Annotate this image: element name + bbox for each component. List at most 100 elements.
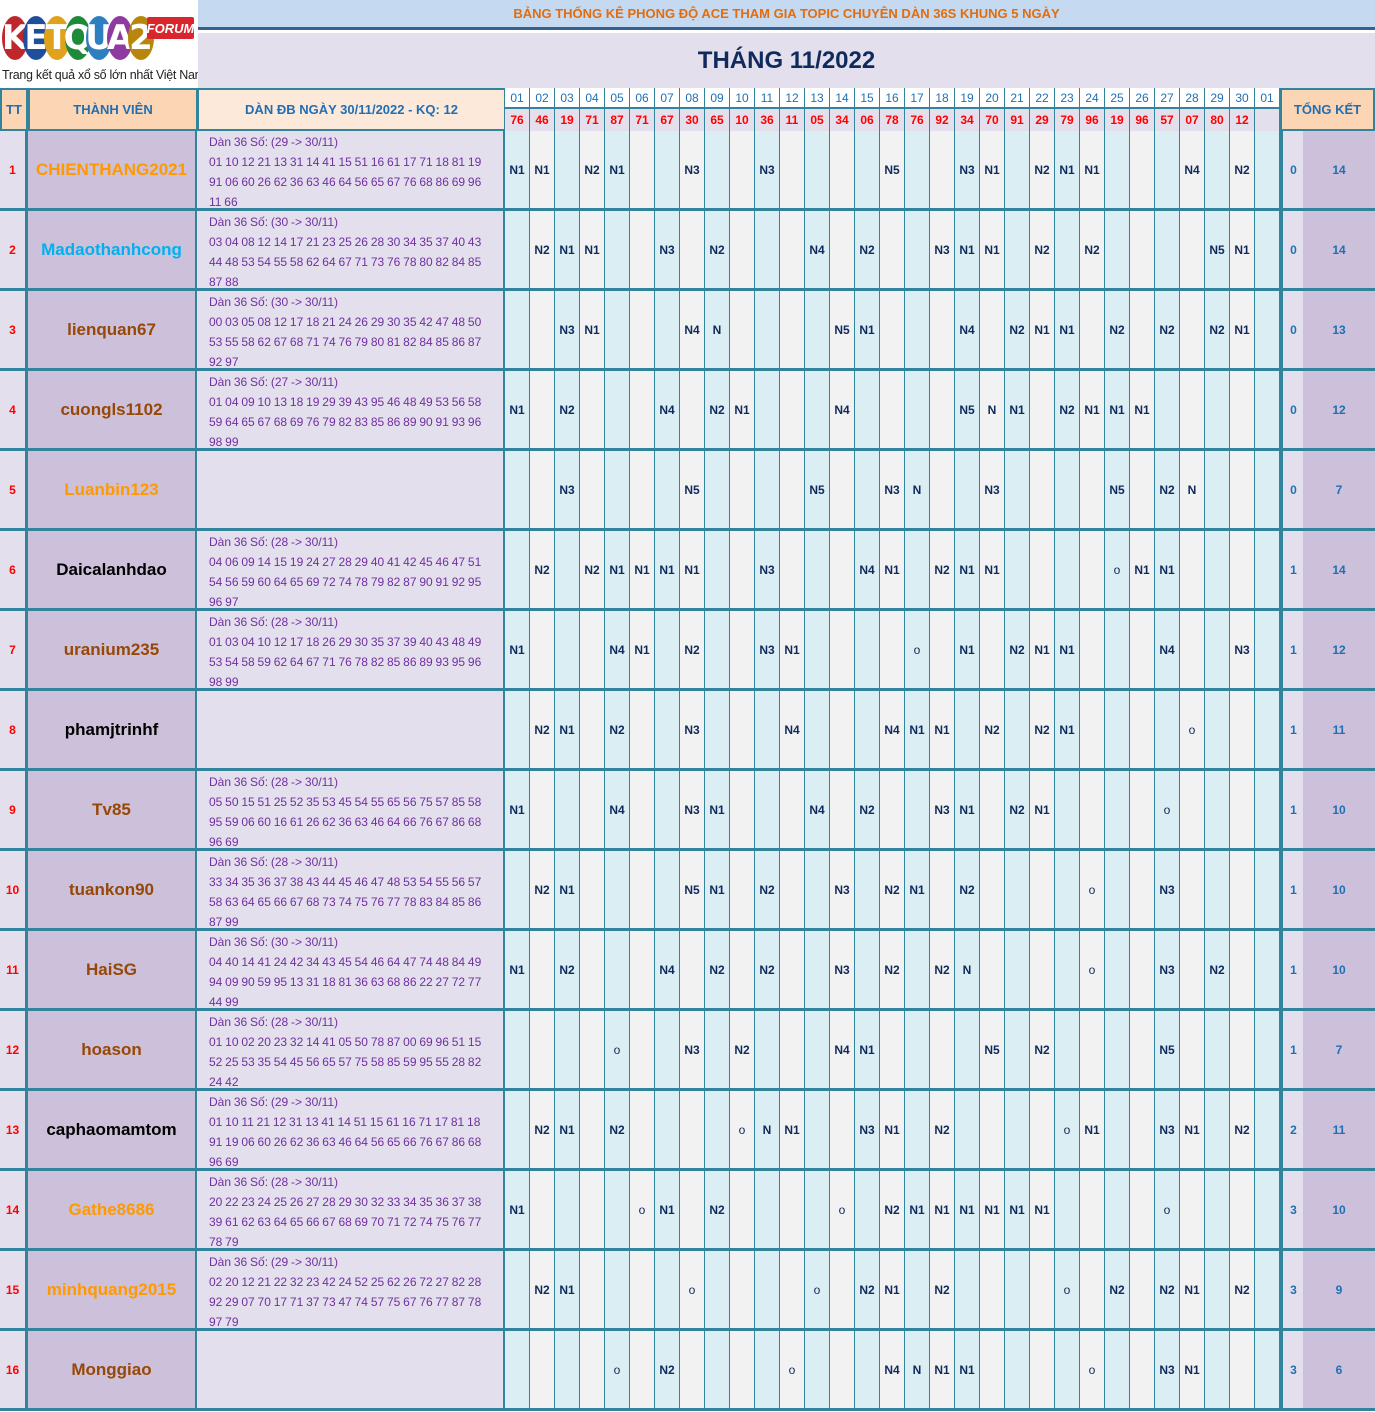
dan-numbers: Dàn 36 Số: (28 -> 30/11) 01 03 04 10 12 1… — [197, 611, 506, 691]
dan-numbers: Dàn 36 Số: (28 -> 30/11) 04 06 09 14 15 1… — [197, 531, 506, 611]
day-header: 01 — [1255, 88, 1280, 109]
hit-cell — [1255, 611, 1280, 691]
hit-cell — [1080, 1251, 1105, 1331]
hit-cell — [1255, 1251, 1280, 1331]
hit-cell: N1 — [1080, 371, 1105, 451]
hit-cell — [930, 611, 955, 691]
hit-cell — [805, 691, 830, 771]
hit-cell: N2 — [1230, 131, 1255, 211]
member-name[interactable]: Daicalanhdao — [28, 531, 198, 611]
hit-cell — [1180, 771, 1205, 851]
hit-cell — [830, 1331, 855, 1411]
dan-title: Dàn 36 Số: (30 -> 30/11) — [209, 295, 339, 309]
day-header: 07 — [655, 88, 680, 109]
day-result: 07 — [1180, 109, 1205, 131]
member-name[interactable]: CHIENTHANG2021 — [28, 131, 198, 211]
hit-cell — [630, 931, 655, 1011]
hit-cell — [830, 611, 855, 691]
hit-cell — [1005, 1011, 1030, 1091]
member-name[interactable]: Gathe8686 — [28, 1171, 198, 1251]
hit-cell — [1005, 1091, 1030, 1171]
dan-numbers: Dàn 36 Số: (29 -> 30/11) 02 20 12 21 22 3… — [197, 1251, 506, 1331]
hit-cell — [780, 371, 805, 451]
hit-cell — [555, 1011, 580, 1091]
hit-cell — [1005, 451, 1030, 531]
hit-cell — [1105, 611, 1130, 691]
member-name[interactable]: caphaomamtom — [28, 1091, 198, 1171]
hit-cell — [1130, 1331, 1155, 1411]
hit-cell: N1 — [655, 531, 680, 611]
hit-cell — [530, 451, 555, 531]
hit-cell: N1 — [930, 691, 955, 771]
hit-cell — [805, 611, 830, 691]
hit-cell — [530, 291, 555, 371]
hit-cell: N1 — [1055, 691, 1080, 771]
day-result: 87 — [605, 109, 630, 131]
hit-cell — [1005, 531, 1030, 611]
dan-title: Dàn 36 Số: (30 -> 30/11) — [209, 215, 339, 229]
day-header: 16 — [880, 88, 905, 109]
day-header: 09 — [705, 88, 730, 109]
hit-cell — [605, 291, 630, 371]
hit-cell: N1 — [1005, 371, 1030, 451]
total-misses: 1 — [1280, 771, 1304, 851]
hit-cell: N1 — [680, 531, 705, 611]
hit-cell: N2 — [1155, 451, 1180, 531]
hit-cell — [655, 1091, 680, 1171]
hit-cell: N2 — [1105, 291, 1130, 371]
hit-cell: N3 — [1155, 931, 1180, 1011]
member-name[interactable]: cuongls1102 — [28, 371, 198, 451]
hit-cell — [1130, 211, 1155, 291]
member-name[interactable]: uranium235 — [28, 611, 198, 691]
row-number: 13 — [0, 1091, 28, 1171]
day-result: 57 — [1155, 109, 1180, 131]
hit-cell — [1230, 531, 1255, 611]
hit-cell: N1 — [580, 291, 605, 371]
day-result: 10 — [730, 109, 755, 131]
hit-cell — [705, 1251, 730, 1331]
total-hits: 9 — [1303, 1251, 1375, 1331]
hit-cell: N3 — [680, 691, 705, 771]
day-result: 76 — [505, 109, 530, 131]
hit-cell — [1005, 931, 1030, 1011]
hit-cell — [1205, 131, 1230, 211]
member-name[interactable]: HaiSG — [28, 931, 198, 1011]
hit-cell — [1230, 851, 1255, 931]
member-name[interactable]: Monggiao — [28, 1331, 198, 1411]
member-name[interactable]: Tv85 — [28, 771, 198, 851]
hit-cell: N1 — [555, 691, 580, 771]
member-name[interactable]: hoason — [28, 1011, 198, 1091]
day-header: 21 — [1005, 88, 1030, 109]
hit-cell — [605, 851, 630, 931]
member-name[interactable]: minhquang2015 — [28, 1251, 198, 1331]
dan-title: Dàn 36 Số: (30 -> 30/11) — [209, 935, 339, 949]
hit-cell — [730, 1251, 755, 1331]
member-name[interactable]: Luanbin123 — [28, 451, 198, 531]
hit-cell — [1180, 851, 1205, 931]
hit-cell — [505, 691, 530, 771]
hit-cell: N1 — [505, 771, 530, 851]
hit-cell — [930, 851, 955, 931]
member-name[interactable]: tuankon90 — [28, 851, 198, 931]
hit-cell — [555, 771, 580, 851]
hit-cell — [1105, 1091, 1130, 1171]
dan-list: 03 04 08 12 14 17 21 23 25 26 28 30 34 3… — [209, 235, 482, 289]
hit-cell: o — [1055, 1091, 1080, 1171]
hit-cell: N2 — [1030, 1011, 1055, 1091]
hit-cell — [855, 611, 880, 691]
hit-cell — [680, 931, 705, 1011]
member-name[interactable]: Madaothanhcong — [28, 211, 198, 291]
total-hits: 10 — [1303, 771, 1375, 851]
hit-cell: N1 — [1230, 291, 1255, 371]
day-header: 23 — [1055, 88, 1080, 109]
hit-cell — [705, 1011, 730, 1091]
hit-cell — [730, 931, 755, 1011]
hit-cell — [680, 371, 705, 451]
day-header: 17 — [905, 88, 930, 109]
hit-cell: N2 — [1030, 211, 1055, 291]
day-header: 28 — [1180, 88, 1205, 109]
member-name[interactable]: lienquan67 — [28, 291, 198, 371]
hit-cell — [780, 291, 805, 371]
member-name[interactable]: phamjtrinhf — [28, 691, 198, 771]
day-result: 30 — [680, 109, 705, 131]
